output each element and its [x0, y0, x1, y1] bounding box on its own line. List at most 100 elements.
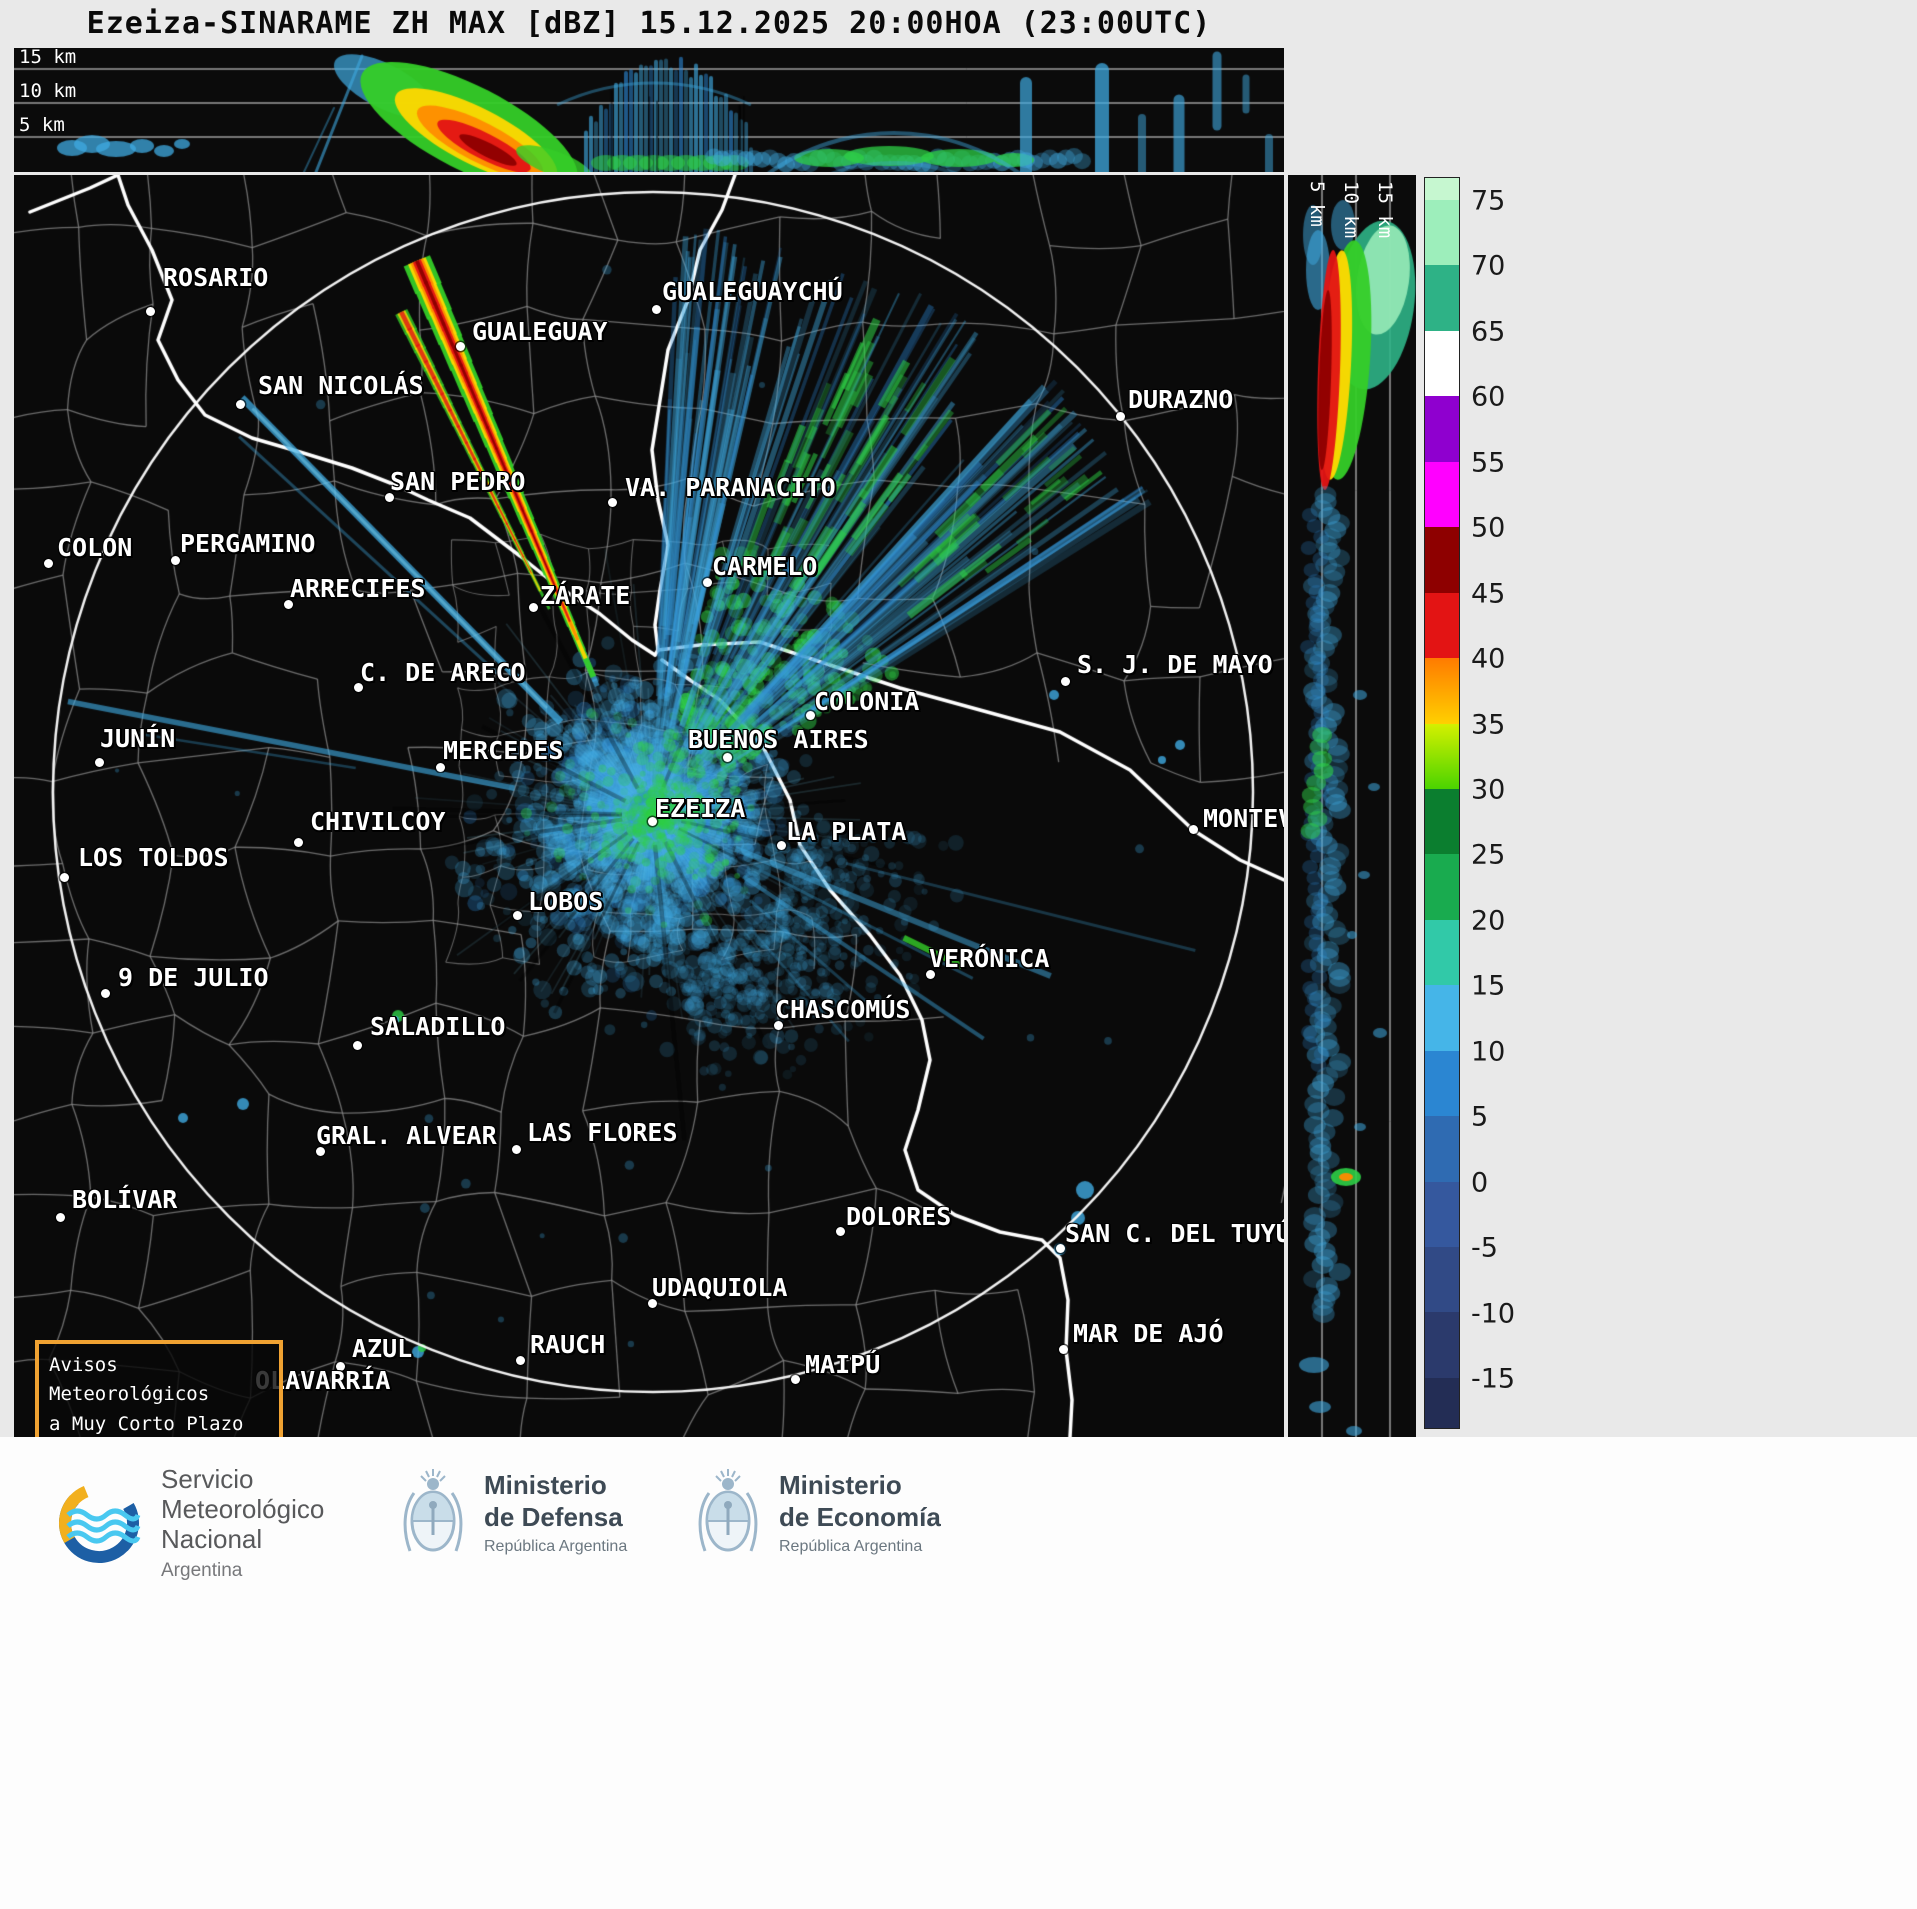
city-label: ARRECIFES [290, 574, 426, 603]
city-dot [776, 840, 786, 850]
top-cross-section-panel: 15 km 10 km 5 km [14, 48, 1284, 172]
colorbar-band [1425, 1247, 1459, 1313]
colorbar-tick: 50 [1471, 512, 1506, 544]
smn-logo-icon [59, 1483, 141, 1564]
colorbar-tick: 30 [1471, 774, 1506, 806]
economia-line-3: República Argentina [779, 1537, 923, 1555]
smn-line-1: Servicio [161, 1464, 254, 1494]
warning-line-1: Avisos Meteorológicos [49, 1354, 210, 1406]
city-dot [512, 910, 522, 920]
colorbar-tick: 55 [1471, 447, 1506, 479]
city-label: RAUCH [530, 1330, 606, 1359]
city-dot [293, 837, 303, 847]
altitude-label-15km: 15 km [19, 48, 77, 68]
colorbar-band [1425, 461, 1459, 528]
colorbar-band [1425, 658, 1459, 724]
colorbar-band [1425, 723, 1459, 789]
city-label: LOS TOLDOS [78, 843, 229, 872]
smn-logo-block: Servicio Meteorológico Nacional Argentin… [55, 1464, 324, 1582]
city-label: S. J. DE MAYO [1077, 650, 1273, 679]
city-label: UDAQUIOLA [652, 1273, 788, 1302]
city-label: BUENOS AIRES [688, 725, 869, 754]
city-dot [1055, 1243, 1065, 1253]
altitude-label-10km: 10 km [19, 80, 77, 102]
city-dot [805, 710, 815, 720]
city-label: C. DE ARECO [360, 658, 526, 687]
city-label: VA. PARANACITO [625, 473, 836, 502]
colorbar-band [1425, 396, 1459, 462]
city-label: COLONIA [814, 687, 920, 716]
economia-line-2: de Economía [779, 1501, 941, 1532]
defensa-line-2: de Defensa [484, 1501, 623, 1532]
colorbar-tick: -10 [1471, 1298, 1516, 1330]
city-dot [773, 1020, 783, 1030]
city-dot [283, 599, 293, 609]
city-label: BOLÍVAR [72, 1185, 178, 1214]
defensa-text: Ministerio de Defensa República Argentin… [484, 1470, 627, 1555]
city-label: AZUL [352, 1334, 413, 1363]
right-cross-section-panel: 5 km 10 km 15 km [1288, 175, 1416, 1437]
city-label: COLON [57, 533, 133, 562]
city-label: VERÓNICA [929, 944, 1050, 973]
city-dot [435, 762, 445, 772]
city-dot [790, 1374, 800, 1384]
city-dot [647, 816, 657, 826]
colorbar-band [1425, 1116, 1459, 1182]
city-label: CHIVILCOY [310, 807, 446, 836]
city-label: MONTEVIDEO [1203, 804, 1284, 833]
altitude-label-15km-right: 15 km [1374, 181, 1396, 239]
top-cross-section-canvas [14, 48, 1284, 172]
city-label: EZEIZA [655, 794, 746, 823]
colorbar-band [1425, 1377, 1459, 1428]
colorbar-tick: -15 [1471, 1363, 1516, 1395]
economia-text: Ministerio de Economía República Argenti… [779, 1470, 941, 1555]
city-dot [528, 602, 538, 612]
colorbar-tick: 65 [1471, 316, 1506, 348]
city-dot [43, 558, 53, 568]
city-dot [511, 1144, 521, 1154]
colorbar-tick: 0 [1471, 1167, 1489, 1199]
city-dot [835, 1226, 845, 1236]
city-label: ROSARIO [163, 263, 269, 292]
altitude-label-5km: 5 km [19, 114, 65, 136]
colorbar-tick: 45 [1471, 578, 1506, 610]
city-dot [315, 1146, 325, 1156]
city-dot [100, 988, 110, 998]
ministerio-economia-block: Ministerio de Economía República Argenti… [695, 1467, 941, 1559]
city-label: SALADILLO [370, 1012, 506, 1041]
colorbar-tick: 75 [1471, 185, 1506, 217]
colorbar-tick: 5 [1471, 1101, 1489, 1133]
warning-line-2: a Muy Corto Plazo [49, 1412, 244, 1435]
city-dot [722, 752, 732, 762]
defensa-line-3: República Argentina [484, 1537, 628, 1555]
colorbar-tick: 10 [1471, 1036, 1506, 1068]
colorbar-band [1425, 854, 1459, 920]
city-label: MAR DE AJÓ [1073, 1319, 1224, 1348]
colorbar-tick: 70 [1471, 250, 1506, 282]
city-dot [515, 1355, 525, 1365]
city-label: DOLORES [846, 1202, 952, 1231]
city-dot [384, 492, 394, 502]
page-title: Ezeiza-SINARAME ZH MAX [dBZ] 15.12.2025 … [86, 6, 1212, 41]
altitude-label-10km-right: 10 km [1340, 181, 1362, 239]
city-label: LAS FLORES [527, 1118, 678, 1147]
city-label: MERCEDES [443, 736, 564, 765]
footer: Servicio Meteorológico Nacional Argentin… [0, 1437, 1917, 1909]
city-label: JUNÍN [100, 724, 176, 753]
city-dot [145, 306, 155, 316]
city-label: ZÁRATE [540, 581, 631, 610]
city-label: MAIPÚ [805, 1350, 881, 1379]
city-label: DURAZNO [1128, 385, 1234, 414]
colorbar-band [1425, 1181, 1459, 1247]
city-label: GUALEGUAY [472, 317, 608, 346]
colorbar-tick: 40 [1471, 643, 1506, 675]
colorbar-band [1425, 200, 1459, 266]
city-dot [55, 1212, 65, 1222]
city-label: PERGAMINO [180, 529, 316, 558]
colorbar-tick: 25 [1471, 839, 1506, 871]
city-dot [353, 682, 363, 692]
city-label: CHASCOMÚS [775, 995, 911, 1024]
city-label: GRAL. ALVEAR [316, 1121, 497, 1150]
colorbar-band [1425, 1050, 1459, 1117]
colorbar-tick: -5 [1471, 1232, 1498, 1264]
